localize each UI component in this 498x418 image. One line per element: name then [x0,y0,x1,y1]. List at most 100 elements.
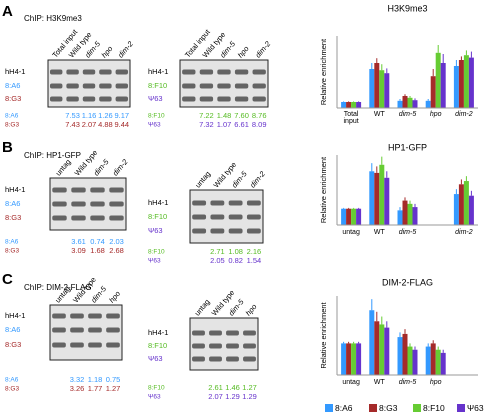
gel-band [246,214,261,220]
gel-band [115,83,129,89]
bar [463,181,469,225]
bar [384,73,390,108]
bar [384,177,390,225]
bar [458,60,464,108]
quant-label: 8:F10 [148,249,165,256]
row-label: Ψ63 [148,226,163,235]
gel-band [182,69,196,75]
quant-value: 3.09 [71,246,86,255]
bar [430,76,436,108]
x-tick-label: dim-5 [398,229,417,236]
quant-value: 8.09 [252,120,267,129]
x-tick-label: WT [373,229,385,236]
bar [458,184,464,225]
gel-band [49,69,63,75]
quant-value: 6.61 [234,120,249,129]
panel-letter: C [2,271,13,288]
gel-band [52,342,66,348]
quant-value: 1.07 [217,120,232,129]
gel-band [52,215,67,221]
legend-label: 8:G3 [379,403,398,413]
quant-value: 1.08 [228,247,243,256]
gel-band [88,342,102,348]
row-label: 8:A6 [5,199,20,208]
bar [351,343,357,375]
bar [379,324,385,375]
gel-band [52,313,66,319]
quant-value: 2.07 [82,120,97,129]
gel-band [252,96,266,102]
quant-value: 4.88 [98,120,113,129]
gel-band [199,83,214,89]
row-label: 8:A6 [5,325,20,334]
gel-band [182,96,196,102]
legend-swatch [457,404,465,412]
legend-label: 8:F10 [423,403,445,413]
bar [356,102,362,108]
legend-swatch [325,404,333,412]
gel-band [217,69,231,75]
row-label: 8:G3 [5,340,21,349]
bar [453,194,459,225]
chart-title: HP1-GFP [388,142,427,152]
gel-band [49,96,63,102]
row-label: 8:G3 [5,94,21,103]
quant-value: 3.26 [70,384,85,393]
gel-band [71,187,86,193]
gel-band [226,343,239,349]
quant-value: 1.48 [217,111,232,120]
quant-label: 8:A6 [5,377,19,384]
panel-letter: B [2,139,13,156]
gel-band [90,215,105,221]
x-tick-label: dim-5 [398,111,417,118]
bar [369,310,375,375]
row-label: Ψ63 [148,354,163,363]
legend-swatch [369,404,377,412]
quant-value: 7.22 [199,111,214,120]
x-tick-label: Total input [343,111,359,125]
quant-value: 1.77 [88,384,103,393]
quant-value: 1.68 [90,246,105,255]
bar [374,63,380,108]
bar [397,210,403,225]
gel-band [88,313,102,319]
row-label: 8:F10 [148,212,167,221]
gel-band [70,342,84,348]
x-tick-label: untag [342,229,360,236]
bar [397,337,403,375]
quant-value: 1.29 [242,392,257,401]
gel-band [109,201,124,207]
bar [407,97,413,108]
gel-band [66,96,79,102]
row-label: hH4-1 [5,185,25,194]
gel-band [234,69,249,75]
row-label: hH4-1 [148,198,168,207]
chart-title: DIM-2-FLAG [382,277,433,287]
quant-value: 0.82 [228,256,243,265]
gel-band [252,69,266,75]
lane-label: dim-2 [116,39,135,60]
gel-band [52,187,67,193]
gel-band [182,83,196,89]
gel-band [192,343,205,349]
quant-value: 2.68 [109,246,124,255]
x-tick-label: untag [342,379,360,386]
bar [369,69,375,108]
gel-band [228,228,243,234]
quant-value: 2.16 [247,247,262,256]
gel-band [210,200,225,206]
gel-band [70,313,84,319]
bar [440,352,446,375]
quant-value: 1.29 [225,392,240,401]
lane-label: hpo [236,44,251,59]
quant-value: 7.53 [65,111,80,120]
x-tick-label: dim-2 [455,111,473,118]
lane-label: hpo [100,44,115,59]
bar [425,346,431,375]
quant-value: 1.27 [242,383,257,392]
gel-band [192,228,207,234]
gel-band [49,83,63,89]
bar [453,66,459,108]
